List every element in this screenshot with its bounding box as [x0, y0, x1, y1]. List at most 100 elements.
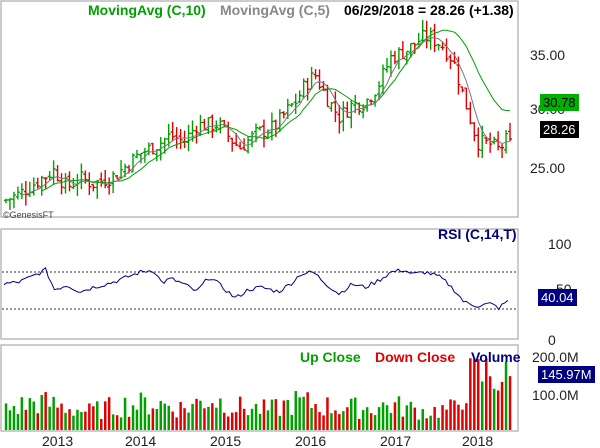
price-bar — [468, 101, 473, 125]
price-bar — [392, 50, 397, 65]
volume-bar — [369, 413, 373, 430]
volume-bar — [405, 405, 409, 430]
price-bar — [285, 98, 290, 119]
volume-bar — [163, 403, 166, 430]
price-bar — [19, 183, 24, 200]
volume-bar — [290, 414, 293, 430]
volume-bar — [28, 398, 32, 430]
volume-bar — [298, 397, 301, 430]
volume-bar — [286, 399, 289, 430]
volume-bar — [465, 403, 468, 430]
volume-bar — [461, 409, 464, 430]
price-bar — [150, 142, 155, 155]
volume-bar — [231, 412, 234, 430]
volume-bar — [330, 413, 333, 430]
price-bar — [107, 177, 112, 195]
ma10-line — [41, 29, 511, 192]
last-price-tag: 28.26 — [540, 121, 579, 138]
price-bar — [182, 130, 187, 149]
volume-bar — [282, 400, 286, 430]
price-bar — [484, 136, 489, 144]
price-bar — [254, 123, 259, 143]
price-bar — [349, 100, 354, 129]
price-bar — [440, 41, 445, 51]
volume-bar — [310, 407, 313, 430]
volume-bar — [179, 401, 182, 430]
volume-bar — [60, 403, 63, 430]
price-bar — [67, 171, 72, 192]
volume-bar — [111, 414, 115, 430]
price-bar — [59, 173, 64, 195]
rsi-title: RSI (C,14,T) — [438, 226, 517, 242]
volume-bar — [76, 409, 79, 430]
volume-bar — [500, 381, 504, 430]
volume-bar — [342, 411, 345, 430]
rsi-panel-frame — [0, 228, 519, 340]
price-bar — [448, 54, 453, 70]
price-bar — [7, 198, 12, 210]
price-bar — [194, 125, 199, 144]
volume-bar — [119, 417, 123, 430]
volume-bar — [32, 401, 35, 430]
price-bar — [452, 51, 457, 64]
price-bar — [11, 191, 16, 209]
price-bar — [31, 177, 36, 196]
price-bar — [138, 152, 143, 164]
price-bar — [47, 171, 52, 180]
price-bar — [134, 149, 139, 159]
ma10-value-tag: 30.78 — [540, 94, 579, 111]
volume-bar — [473, 358, 476, 430]
price-bar — [424, 20, 429, 49]
price-bar — [508, 122, 513, 142]
volume-bar — [437, 417, 440, 430]
price-bar — [460, 86, 465, 93]
price-bar — [63, 172, 68, 194]
volume-bar — [8, 410, 12, 430]
x-label-2013: 2013 — [42, 433, 73, 448]
volume-bar — [425, 418, 428, 430]
legend-down-close: Down Close — [375, 349, 456, 365]
price-tick-35: 35.00 — [530, 47, 565, 63]
volume-bar — [96, 401, 99, 430]
price-bar — [412, 42, 417, 54]
volume-bar — [496, 390, 500, 430]
volume-bar — [195, 398, 198, 430]
volume-bar — [207, 406, 210, 430]
volume-bar — [413, 407, 416, 430]
volume-bar — [223, 412, 226, 430]
volume-bar — [334, 410, 337, 430]
volume-bar — [199, 400, 202, 430]
price-bar — [281, 111, 286, 119]
volume-bar — [314, 404, 317, 430]
volume-bar — [167, 405, 170, 430]
volume-bar — [469, 358, 472, 430]
volume-bar — [159, 400, 162, 430]
volume-bar — [151, 408, 155, 430]
price-bar — [369, 99, 374, 105]
volume-bar — [238, 396, 242, 430]
volume-bar — [457, 404, 460, 430]
price-bar — [166, 123, 171, 147]
price-bar — [313, 69, 318, 80]
price-bar — [250, 130, 255, 148]
price-bar — [55, 165, 60, 182]
price-bar — [381, 64, 386, 94]
price-bar — [492, 136, 497, 145]
volume-bar — [254, 403, 258, 430]
volume-bar — [155, 409, 159, 430]
volume-bar — [135, 409, 139, 430]
rsi-tick-100: 100 — [548, 236, 572, 252]
volume-bar — [242, 408, 246, 430]
price-bar — [500, 144, 505, 159]
volume-bar — [104, 401, 107, 430]
volume-bar — [377, 407, 381, 430]
price-bar — [305, 77, 310, 101]
x-label-2015: 2015 — [210, 433, 241, 448]
volume-bar — [115, 415, 119, 430]
price-bar — [115, 175, 120, 180]
ma10-legend: MovingAvg (C,10) — [88, 2, 206, 18]
price-tick-25: 25.00 — [530, 160, 565, 176]
price-bar — [293, 93, 298, 115]
volume-bar — [409, 401, 413, 430]
